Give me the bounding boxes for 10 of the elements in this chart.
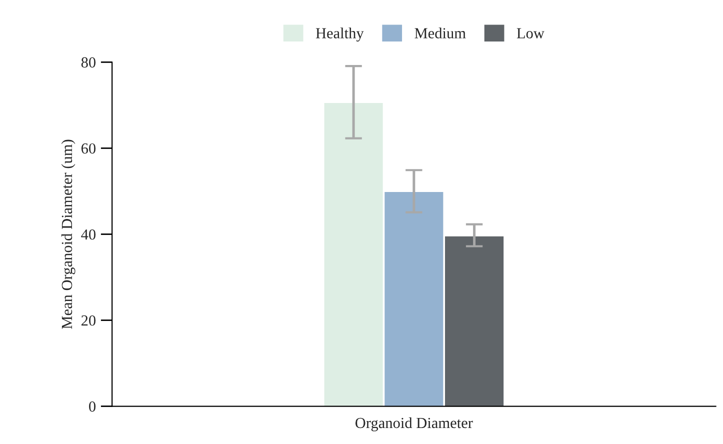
legend-label: Low: [516, 28, 544, 38]
y-tick-label: 60: [81, 143, 96, 154]
y-tick-label: 20: [81, 315, 96, 326]
y-axis-title: Mean Organoid Diameter (um): [61, 140, 76, 329]
legend-label: Healthy: [316, 28, 364, 42]
legend-label: Medium: [414, 28, 466, 38]
x-tick-label: Organoid Diameter: [356, 417, 473, 432]
y-tick-label: 80: [81, 57, 96, 68]
y-tick-label: 0: [89, 401, 96, 412]
y-tick-label: 40: [81, 229, 96, 240]
